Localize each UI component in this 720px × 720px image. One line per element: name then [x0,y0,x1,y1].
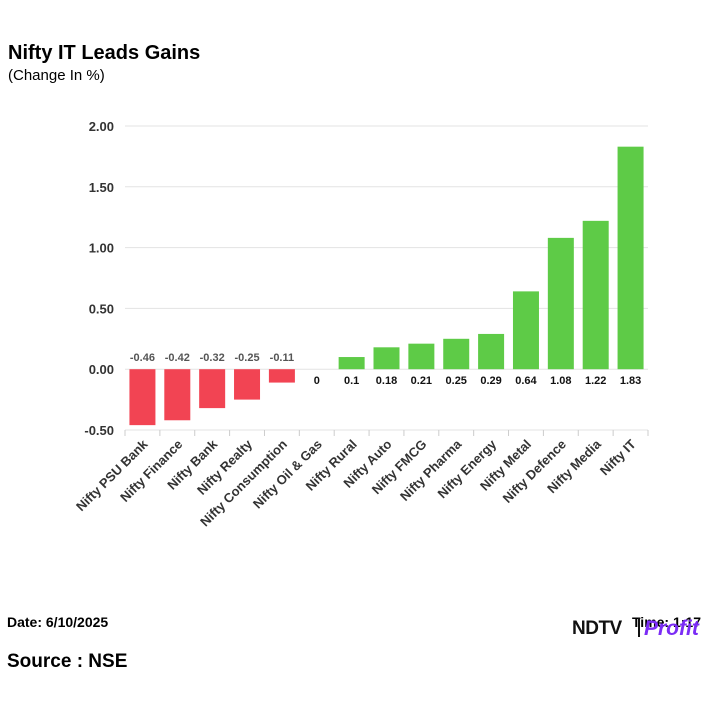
logo-accent-text: Profit [644,617,700,640]
data-label: 0 [314,375,320,387]
data-label: -0.11 [270,352,294,364]
data-label: 1.22 [585,375,606,387]
bar [338,357,365,370]
y-tick-label: 0.00 [89,362,114,377]
footer-source: Source : NSE [7,651,128,672]
y-tick-label: 1.50 [89,180,114,195]
bar [443,338,470,370]
data-label: 0.1 [344,375,359,387]
y-tick-label: 0.50 [89,301,114,316]
data-label: 0.18 [376,375,397,387]
data-label: -0.46 [130,352,155,364]
y-tick-label: 1.00 [89,241,114,256]
bar [164,369,191,421]
bar [129,369,156,426]
bar [478,333,505,370]
chart-subtitle: (Change In %) [8,67,105,84]
data-label: -0.25 [234,352,259,364]
bar [582,220,609,370]
bar [234,369,261,400]
data-label: 0.64 [515,375,537,387]
data-label: 1.08 [550,375,571,387]
data-label: -0.32 [200,352,225,364]
bar [373,347,400,370]
data-label: 0.25 [446,375,467,387]
bar [617,146,644,370]
bar [512,291,539,370]
data-label: 1.83 [620,375,641,387]
bar [268,369,295,383]
y-tick-label: 2.00 [89,119,114,134]
ndtv-profit-logo: NDTV Profit [572,617,700,640]
bar [547,237,574,370]
chart-title: Nifty IT Leads Gains [8,42,201,64]
bar [408,343,435,370]
data-label: 0.29 [480,375,501,387]
data-label: -0.42 [165,352,190,364]
logo-divider [638,618,640,637]
x-category-label: Nifty IT [597,436,639,478]
footer-time: Time: 1:17 [632,614,701,630]
logo-main-text: NDTV [572,618,623,639]
data-label: 0.21 [411,375,432,387]
footer-date: Date: 6/10/2025 [7,614,109,630]
y-tick-label: -0.50 [84,423,114,438]
bar [199,369,226,409]
